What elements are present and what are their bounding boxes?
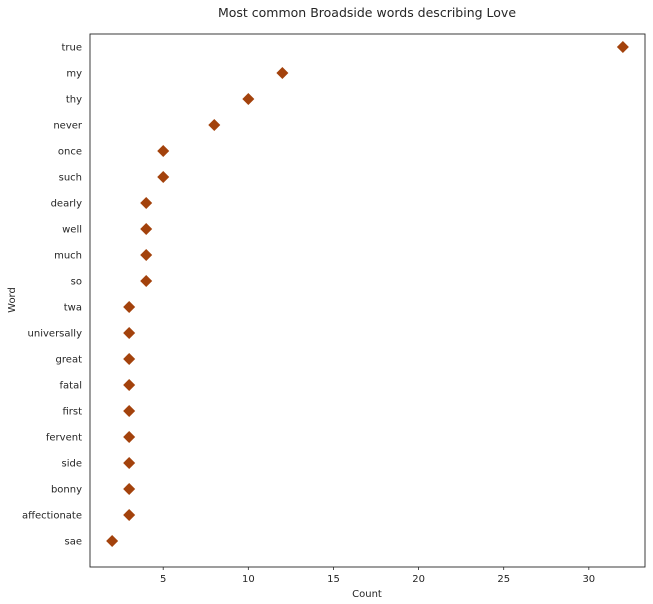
y-tick-label: thy [66,95,82,106]
data-point-universally [123,327,136,339]
data-point-such [157,171,170,183]
data-point-true [616,41,629,53]
x-tick-label: 5 [160,574,166,585]
y-tick-label: twa [64,303,82,314]
x-tick-label: 30 [582,574,595,585]
y-tick-label: great [56,355,83,366]
y-tick-label: affectionate [22,511,82,522]
data-point-affectionate [123,509,136,521]
chart-title: Most common Broadside words describing L… [218,5,516,20]
data-points [106,41,629,547]
y-tick-label: never [53,121,83,132]
y-tick-label: so [71,277,82,288]
x-tick-label: 25 [497,574,510,585]
x-tick-label: 20 [412,574,425,585]
data-point-dearly [140,197,153,209]
y-tick-label: much [54,251,82,262]
y-tick-label: such [59,173,82,184]
y-tick-label: bonny [51,485,82,496]
data-point-first [123,405,136,417]
y-tick-label: well [62,225,82,236]
data-point-bonny [123,483,136,495]
data-point-thy [242,93,255,105]
y-tick-label: my [66,69,82,80]
x-tick-label: 15 [327,574,340,585]
y-axis-ticks: true my thy never once such dearly well much so tw… [22,43,83,548]
data-point-so [140,275,153,287]
y-tick-label: true [61,43,82,54]
y-tick-label: universally [28,329,83,340]
data-point-once [157,145,170,157]
y-tick-label: sae [65,537,83,548]
y-axis-label: Word [7,287,18,313]
x-tick-label: 10 [242,574,255,585]
x-axis-ticks: 5 10 15 20 25 30 [160,567,595,585]
data-point-much [140,249,153,261]
data-point-fatal [123,379,136,391]
y-tick-label: side [62,459,83,470]
data-point-my [276,67,289,79]
data-point-never [208,119,221,131]
data-point-fervent [123,431,136,443]
y-tick-label: dearly [51,199,83,210]
y-tick-label: first [62,407,82,418]
y-tick-label: fervent [46,433,82,444]
x-axis-label: Count [352,589,382,600]
data-point-well [140,223,153,235]
data-point-sae [106,535,119,547]
data-point-side [123,457,136,469]
plot-frame [89,33,646,568]
y-tick-label: fatal [60,381,82,392]
y-tick-label: once [58,147,82,158]
data-point-twa [123,301,136,313]
data-point-great [123,353,136,365]
